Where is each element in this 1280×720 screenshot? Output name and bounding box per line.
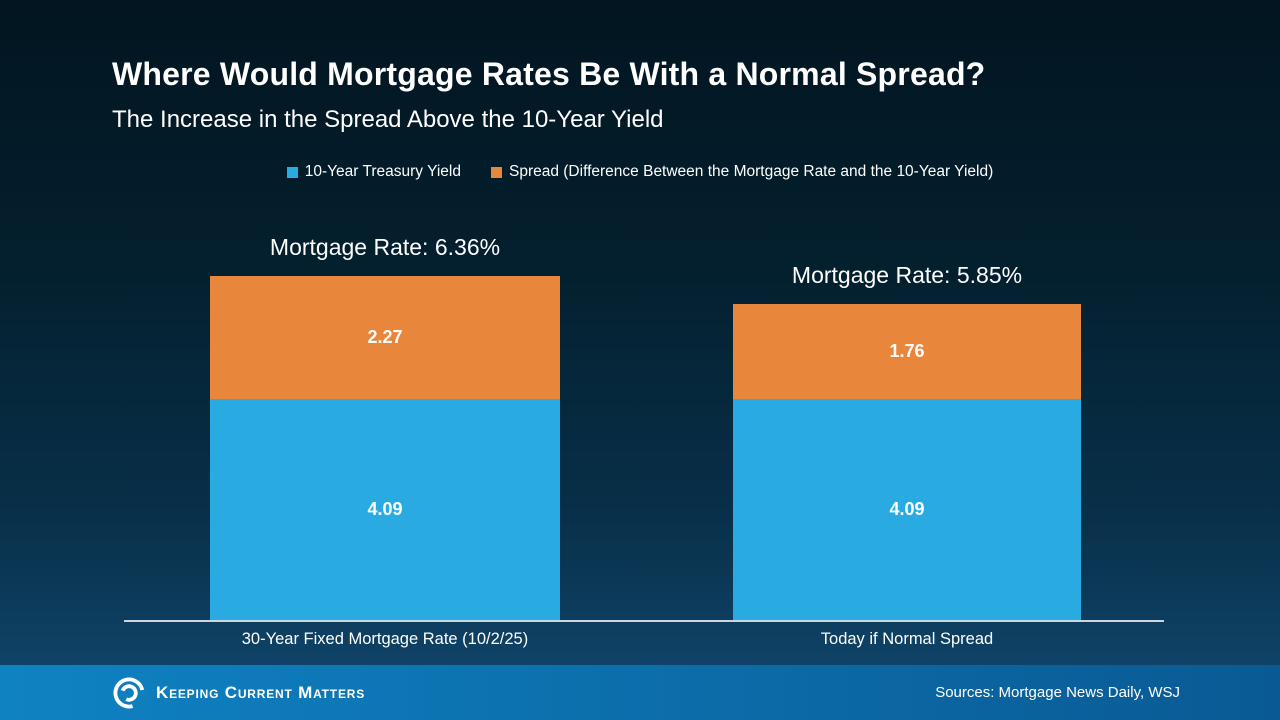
legend: 10-Year Treasury Yield Spread (Differenc…: [0, 163, 1280, 181]
bar-group-current-rate: Mortgage Rate: 6.36% 2.27 4.09: [210, 234, 560, 620]
legend-item-treasury: 10-Year Treasury Yield: [286, 163, 461, 181]
kcm-logo-icon: [112, 676, 146, 710]
bar-total-label-current: Mortgage Rate: 6.36%: [269, 234, 501, 260]
bar-value-treasury-normal: 4.09: [889, 499, 925, 519]
footer-bar: Keeping Current Matters Sources: Mortgag…: [0, 665, 1280, 720]
brand-name: Keeping Current Matters: [156, 682, 366, 702]
legend-label-spread: Spread (Difference Between the Mortgage …: [508, 163, 994, 180]
page-title: Where Would Mortgage Rates Be With a Nor…: [112, 56, 986, 92]
legend-item-spread: Spread (Difference Between the Mortgage …: [490, 163, 994, 181]
bar-segment-treasury-normal: 4.09: [733, 399, 1081, 620]
bar-segment-spread-current: 2.27: [210, 276, 560, 399]
page-subtitle: The Increase in the Spread Above the 10-…: [112, 106, 664, 133]
bar-segment-treasury-current: 4.09: [210, 399, 560, 620]
category-label-normal: Today if Normal Spread: [820, 630, 994, 648]
x-axis-line: [124, 620, 1164, 622]
bar-group-normal-spread: Mortgage Rate: 5.85% 1.76 4.09: [733, 262, 1081, 620]
legend-swatch-treasury: [286, 166, 298, 178]
category-label-current: 30-Year Fixed Mortgage Rate (10/2/25): [241, 630, 529, 648]
bar-value-spread-current: 2.27: [367, 327, 403, 347]
brand-lockup: Keeping Current Matters: [112, 676, 365, 710]
bar-segment-spread-normal: 1.76: [733, 304, 1081, 399]
bar-value-spread-normal: 1.76: [889, 341, 925, 361]
legend-swatch-spread: [490, 166, 502, 178]
sources-text: Sources: Mortgage News Daily, WSJ: [935, 684, 1180, 701]
bar-value-treasury-current: 4.09: [367, 499, 403, 519]
bar-total-label-normal: Mortgage Rate: 5.85%: [791, 262, 1023, 288]
legend-label-treasury: 10-Year Treasury Yield: [304, 163, 461, 180]
